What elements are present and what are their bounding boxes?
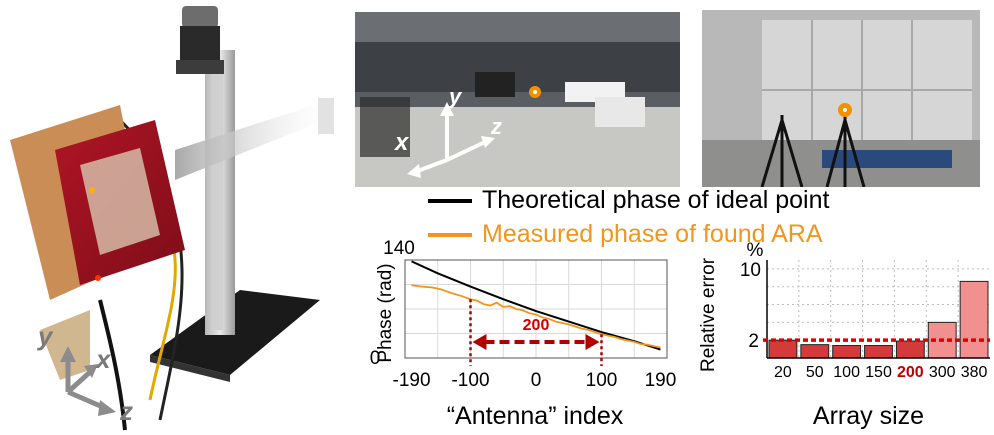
measured-phase-line — [411, 284, 661, 349]
theory-line-swatch — [428, 198, 472, 203]
error-x-tick: 20 — [774, 364, 792, 381]
error-x-tick: 380 — [961, 364, 988, 381]
antenna-rig-photo: y x z — [0, 0, 335, 435]
rig-axis-x-label: x — [94, 344, 112, 374]
span-arrow-right-head — [585, 334, 600, 350]
phase-x-tick: -100 — [451, 370, 489, 391]
error-bar — [800, 344, 830, 359]
phase-y-tick: 140 — [383, 238, 415, 259]
phase-x-tick: 190 — [645, 370, 677, 391]
hall-axis-y-label: y — [448, 84, 463, 109]
cabinet-photo — [702, 10, 980, 187]
relative-error-bar-chart: 20 50 100 150 200 300 380 2 10% Relative error Arr… — [698, 240, 990, 430]
error-y-tick: 2 — [748, 331, 759, 352]
legend-measured: Measured phase of found ARA — [428, 220, 823, 249]
error-bar — [895, 340, 925, 359]
phase-y-axis-label: Phase (rad) — [375, 263, 396, 362]
error-bar — [832, 345, 862, 359]
error-bar — [864, 345, 893, 359]
error-x-tick: 200 — [897, 364, 924, 381]
span-arrow-left-head — [472, 334, 487, 350]
error-x-tick: 100 — [833, 364, 860, 381]
legend-theory-label: Theoretical phase of ideal point — [482, 186, 830, 214]
error-bar — [959, 280, 989, 359]
error-x-tick: 300 — [929, 364, 956, 381]
rig-axis-y-label: y — [36, 321, 54, 351]
measured-line-swatch — [428, 232, 472, 237]
error-y-tick: 10 — [740, 260, 761, 281]
stepper-motor — [182, 6, 218, 28]
error-x-tick: 50 — [806, 364, 824, 381]
hall-axis-x-label: x — [393, 129, 410, 156]
phase-x-axis-label: “Antenna” index — [447, 402, 624, 430]
phase-line-chart: 200 0 140 -190 -100 0 100 190 “Antenna” index Pha… — [370, 238, 677, 430]
rig-axes — [60, 346, 116, 416]
error-unit-label: % — [747, 240, 764, 261]
error-x-axis-label: Array size — [813, 402, 924, 430]
theory-phase-line — [411, 260, 661, 351]
horizontal-arm — [175, 100, 330, 180]
phase-plot-frame — [404, 259, 668, 359]
legend-theory: Theoretical phase of ideal point — [428, 186, 829, 215]
phase-y-tick: 0 — [370, 348, 381, 369]
legend-measured-label: Measured phase of found ARA — [482, 220, 823, 248]
hall-axes — [407, 102, 495, 178]
hall-axis-z-label: z — [490, 114, 502, 139]
phase-x-tick: -190 — [393, 370, 431, 391]
error-bar — [768, 339, 798, 359]
error-x-tick: 150 — [865, 364, 892, 381]
phase-x-tick: 100 — [586, 370, 618, 391]
rig-axis-z-label: z — [119, 396, 133, 426]
hall-photo: y x z — [355, 12, 680, 187]
span-label: 200 — [523, 317, 550, 334]
phase-x-tick: 0 — [531, 370, 542, 391]
error-y-axis-label: Relative error — [698, 257, 719, 372]
